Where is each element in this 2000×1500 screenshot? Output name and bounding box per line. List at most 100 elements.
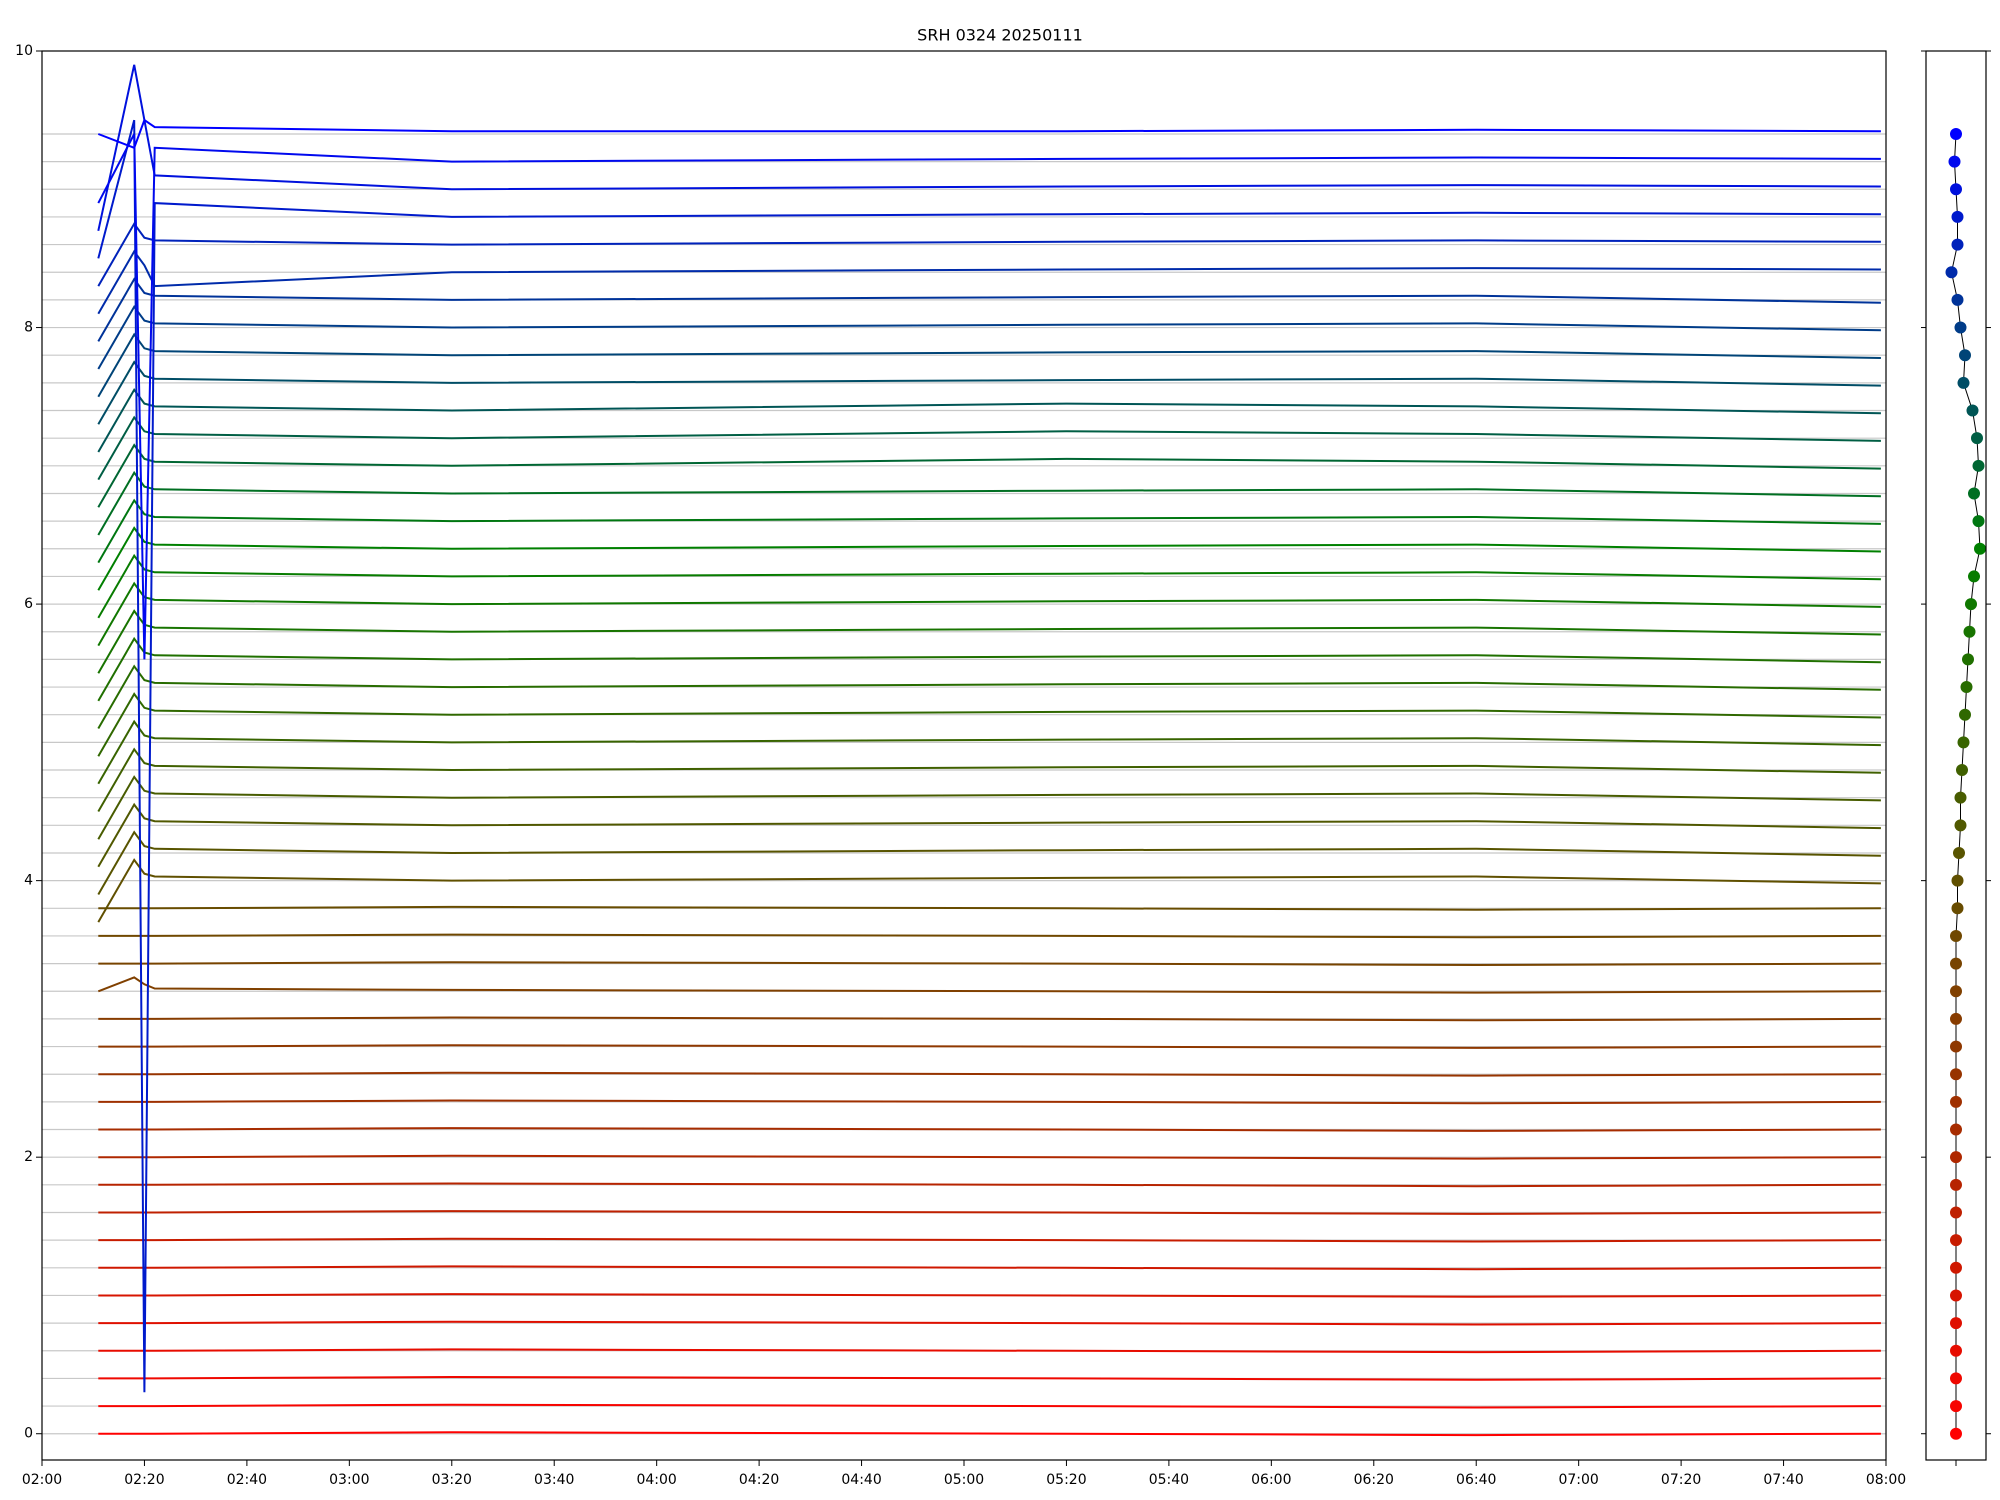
point [1950,1289,1962,1302]
point [1950,1234,1962,1247]
y-tick-label: 2 [24,1149,33,1165]
trace [97,609,1881,674]
trace [98,1375,1881,1381]
point [1956,764,1968,777]
x-tick-label: 05:00 [944,1472,984,1488]
point [1950,1151,1962,1164]
trace [98,1237,1881,1243]
x-tick-label: 06:40 [1456,1472,1496,1488]
trace [97,553,1881,619]
trace [97,664,1881,729]
point [1957,376,1970,389]
y-tick-label: 0 [24,1426,33,1442]
point [1972,459,1985,472]
trace [97,133,1881,660]
trace [98,1210,1881,1215]
x-tick-label: 04:20 [739,1472,779,1488]
point [1951,293,1964,306]
point [1965,598,1977,611]
trace [97,249,1881,315]
point [1950,1012,1962,1025]
point [1963,625,1976,638]
point [1954,791,1967,804]
point [1957,736,1970,749]
point [1951,874,1964,887]
x-tick-label: 06:20 [1354,1472,1394,1488]
point [1960,681,1973,694]
trace [97,719,1881,785]
plot-frame [1925,50,1987,1461]
trace [98,1154,1881,1160]
x-tick-label: 03:20 [432,1472,472,1488]
point [1950,1261,1962,1274]
y-tick-label: 10 [15,43,33,59]
trace [98,1348,1881,1354]
x-tick-label: 06:00 [1251,1472,1291,1488]
trace [98,905,1881,911]
trace [97,692,1881,757]
point [1953,846,1965,859]
trace [97,277,1881,342]
point [1951,238,1964,251]
point [1945,266,1958,279]
chart-title: SRH 0324 20250111 [917,26,1083,45]
point [1950,1206,1962,1219]
trace [98,1044,1881,1049]
x-tick-label: 08:00 [1866,1472,1906,1488]
trace [98,1403,1881,1409]
x-tick-label: 05:40 [1149,1472,1189,1488]
y-tick-label: 6 [24,596,33,612]
trace [98,1265,1881,1271]
trace [97,387,1881,453]
trace [97,830,1881,895]
point [1974,542,1986,555]
trace [98,1099,1881,1105]
point [1950,1095,1962,1108]
point [1954,321,1967,334]
trace [98,1182,1881,1188]
x-tick-label: 02:00 [22,1472,62,1488]
trace [98,1071,1881,1077]
x-tick-label: 07:40 [1763,1472,1803,1488]
y-tick-label: 4 [24,873,33,889]
trace [97,581,1881,647]
trace [97,64,1881,232]
trace [98,1431,1881,1437]
x-tick-label: 03:00 [329,1472,369,1488]
trace [97,360,1881,425]
point [1950,1068,1962,1081]
trace [98,1016,1881,1022]
point [1962,653,1974,666]
point [1950,127,1962,140]
x-tick-label: 07:20 [1661,1472,1701,1488]
trace [97,802,1881,868]
trace [97,747,1881,812]
point [1950,1427,1962,1440]
point [1950,1344,1962,1357]
point [1966,404,1979,417]
trace [97,636,1881,702]
trace [97,415,1881,481]
trace [97,443,1881,508]
trace [98,1127,1881,1132]
trace [97,775,1881,840]
point [1951,210,1964,223]
point [1968,487,1980,500]
trace [98,1293,1881,1298]
point [1959,708,1971,721]
point [1950,985,1962,998]
trace [97,119,1881,1393]
trace [97,976,1881,994]
trace [97,526,1881,591]
point [1950,1040,1962,1053]
x-tick-label: 02:40 [227,1472,267,1488]
point [1948,155,1961,168]
point [1959,349,1971,362]
trace [97,304,1881,370]
point [1954,819,1967,832]
trace [98,1320,1881,1326]
point [1950,1317,1962,1330]
x-tick-label: 04:40 [841,1472,881,1488]
trace [97,498,1881,564]
